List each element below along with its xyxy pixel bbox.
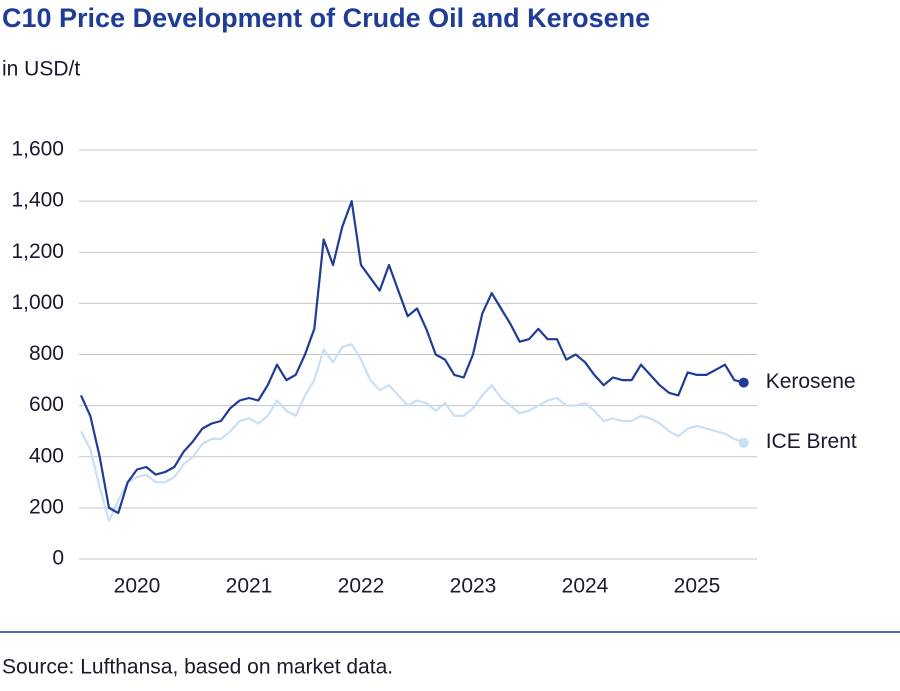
y-tick-label: 400 xyxy=(29,444,64,467)
y-tick-label: 200 xyxy=(29,495,64,518)
source-note: Source: Lufthansa, based on market data. xyxy=(2,656,393,679)
y-tick-label: 600 xyxy=(29,393,64,416)
x-tick-label: 2025 xyxy=(674,575,721,598)
y-tick-label: 1,600 xyxy=(11,138,64,161)
y-tick-label: 0 xyxy=(52,547,64,570)
x-tick-label: 2024 xyxy=(562,575,609,598)
end-dot xyxy=(738,377,749,388)
end-dot xyxy=(738,437,749,448)
legend-label: Kerosene xyxy=(766,370,856,393)
x-tick-label: 2023 xyxy=(450,575,497,598)
chart-title: C10 Price Development of Crude Oil and K… xyxy=(2,3,650,33)
y-tick-label: 1,200 xyxy=(11,240,64,263)
x-tick-label: 2021 xyxy=(226,575,273,598)
y-tick-label: 1,000 xyxy=(11,291,64,314)
x-tick-label: 2022 xyxy=(338,575,385,598)
series-line xyxy=(79,200,744,515)
y-tick-label: 800 xyxy=(29,342,64,365)
y-tick-label: 1,400 xyxy=(11,189,64,212)
x-tick-label: 2020 xyxy=(114,575,161,598)
series-line xyxy=(80,343,745,522)
legend-label: ICE Brent xyxy=(766,430,857,453)
chart-subtitle: in USD/t xyxy=(2,58,80,81)
